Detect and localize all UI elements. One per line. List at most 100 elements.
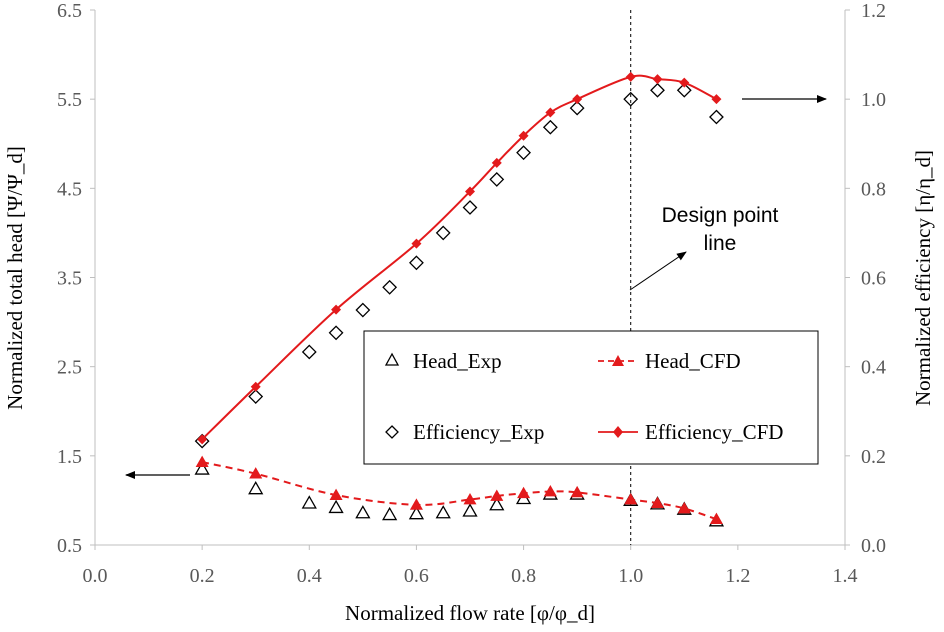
point-efficiency-exp xyxy=(248,389,264,404)
point-efficiency-exp xyxy=(328,325,344,341)
point-efficiency-cfd xyxy=(491,157,502,168)
y-right-tick-label: 0.6 xyxy=(861,268,886,290)
x-tick-label: 1.0 xyxy=(618,565,643,587)
point-efficiency-exp xyxy=(409,255,424,271)
legend-marker-head-exp xyxy=(384,352,400,366)
point-efficiency-exp xyxy=(623,91,639,107)
point-efficiency-exp xyxy=(542,119,558,135)
point-head-exp xyxy=(382,506,398,521)
point-head-cfd xyxy=(329,488,343,500)
y-left-tick-label: 3.5 xyxy=(57,268,82,290)
point-head-cfd xyxy=(709,512,723,525)
y-left-tick-label: 6.5 xyxy=(57,0,82,22)
x-tick-label: 0.2 xyxy=(190,565,215,587)
legend-marker-eff-exp xyxy=(385,425,399,439)
point-head-cfd xyxy=(677,501,691,514)
x-tick-label: 0.4 xyxy=(297,565,322,587)
y-left-tick-label: 2.5 xyxy=(57,357,82,379)
point-head-cfd xyxy=(249,467,263,479)
point-head-exp xyxy=(301,495,317,509)
point-head-cfd xyxy=(490,489,504,501)
legend-marker-eff-cfd xyxy=(613,426,623,438)
point-efficiency-exp xyxy=(435,225,451,241)
point-efficiency-exp xyxy=(569,100,585,116)
point-head-exp xyxy=(248,481,264,495)
point-efficiency-cfd xyxy=(465,186,475,197)
point-head-cfd xyxy=(651,496,664,508)
point-efficiency-exp xyxy=(301,344,317,360)
y-right-tick-label: 1.2 xyxy=(861,0,886,22)
x-ticks: 0.0 0.2 0.4 0.6 0.8 1.0 1.2 1.4 xyxy=(83,545,858,587)
legend-marker-head-cfd xyxy=(612,355,624,366)
series-head-cfd xyxy=(195,455,723,525)
y-right-tick-label: 0.4 xyxy=(861,357,886,379)
legend-label-head-cfd: Head_CFD xyxy=(645,349,741,373)
y-right-tick-label: 1.0 xyxy=(861,89,886,111)
point-head-cfd xyxy=(570,485,584,498)
point-efficiency-exp xyxy=(355,302,371,318)
point-efficiency-cfd xyxy=(331,304,342,315)
legend-label-head-exp: Head_Exp xyxy=(413,349,502,373)
legend: Head_Exp Head_CFD Efficiency_Exp Efficie… xyxy=(363,330,819,465)
point-head-exp xyxy=(435,505,451,519)
point-efficiency-exp xyxy=(462,200,478,215)
point-efficiency-cfd xyxy=(250,381,261,392)
point-efficiency-cfd xyxy=(411,238,422,249)
point-head-cfd xyxy=(543,485,557,497)
x-tick-label: 1.4 xyxy=(833,565,858,587)
x-tick-label: 0.0 xyxy=(83,565,108,587)
point-efficiency-cfd xyxy=(679,77,690,88)
axes xyxy=(94,10,846,546)
point-head-exp xyxy=(328,499,344,514)
legend-label-eff-cfd: Efficiency_CFD xyxy=(645,420,783,444)
point-efficiency-cfd xyxy=(652,74,663,85)
design-point-arrow xyxy=(629,251,687,291)
design-point-label-line2: line xyxy=(704,232,737,255)
point-efficiency-exp xyxy=(709,109,724,125)
legend-label-eff-exp: Efficiency_Exp xyxy=(413,420,544,444)
point-efficiency-exp xyxy=(382,279,398,295)
point-efficiency-cfd xyxy=(545,107,556,118)
x-tick-label: 0.8 xyxy=(511,565,536,587)
point-head-cfd xyxy=(624,493,638,505)
point-efficiency-cfd xyxy=(711,94,722,105)
y-left-ticks: 0.5 1.5 2.5 3.5 4.5 5.5 6.5 xyxy=(57,0,95,557)
point-efficiency-exp xyxy=(676,82,692,98)
point-head-cfd xyxy=(195,455,209,467)
point-efficiency-cfd xyxy=(518,130,529,141)
y-axis-right-title: Normalized efficiency [η/η_d] xyxy=(911,150,935,406)
point-efficiency-cfd xyxy=(572,94,583,105)
series-efficiency-cfd xyxy=(197,71,722,445)
y-left-tick-label: 0.5 xyxy=(57,535,82,557)
y-axis-left-title: Normalized total head [Ψ/Ψ_d] xyxy=(3,146,27,410)
point-head-exp xyxy=(408,505,425,520)
point-efficiency-exp xyxy=(489,171,505,187)
design-point-label-line1: Design point xyxy=(662,204,779,227)
y-left-tick-label: 4.5 xyxy=(57,178,82,200)
x-tick-label: 0.6 xyxy=(404,565,429,587)
point-efficiency-cfd xyxy=(625,71,636,82)
point-head-exp xyxy=(462,503,478,517)
legend-box xyxy=(363,330,819,465)
series-head-exp xyxy=(194,461,725,527)
point-efficiency-cfd xyxy=(197,434,208,445)
series-line-head-cfd xyxy=(201,461,717,521)
series-layer xyxy=(194,71,725,527)
y-left-tick-label: 1.5 xyxy=(57,446,82,468)
y-right-tick-label: 0.2 xyxy=(861,446,886,468)
y-right-ticks: 0.0 0.2 0.4 0.6 0.8 1.0 1.2 xyxy=(845,0,886,557)
point-efficiency-exp xyxy=(650,82,665,98)
y-right-tick-label: 0.8 xyxy=(861,178,886,200)
point-efficiency-exp xyxy=(516,145,531,161)
point-head-cfd xyxy=(517,486,531,499)
point-head-exp xyxy=(194,461,210,475)
y-left-tick-label: 5.5 xyxy=(57,89,82,111)
point-head-exp xyxy=(489,497,505,511)
y-right-tick-label: 0.0 xyxy=(861,535,886,557)
x-axis-title: Normalized flow rate [φ/φ_d] xyxy=(345,601,595,625)
point-head-exp xyxy=(355,505,371,519)
point-head-cfd xyxy=(463,493,477,505)
point-head-cfd xyxy=(409,498,423,510)
x-tick-label: 1.2 xyxy=(725,565,750,587)
